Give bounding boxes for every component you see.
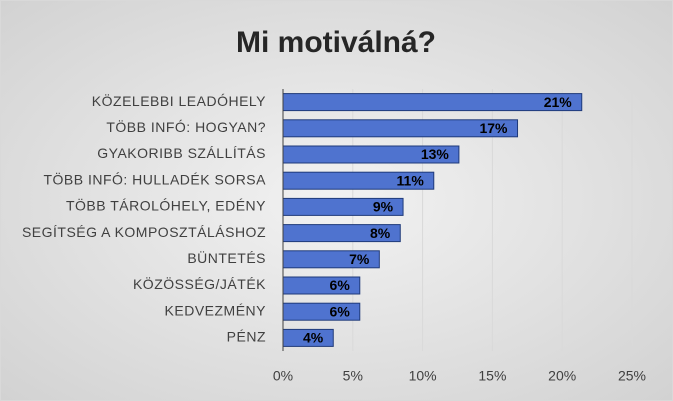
data-label: 8% bbox=[370, 225, 391, 241]
data-label: 17% bbox=[479, 120, 508, 136]
data-label: 21% bbox=[544, 94, 573, 110]
y-tick-label: KÖZÖSSÉG/JÁTÉK bbox=[133, 275, 266, 292]
x-tick-label: 15% bbox=[478, 368, 506, 384]
x-tick-label: 0% bbox=[273, 368, 293, 384]
data-label: 6% bbox=[330, 303, 351, 319]
data-label: 6% bbox=[330, 277, 351, 293]
data-label: 13% bbox=[421, 146, 450, 162]
y-tick-label: BÜNTETÉS bbox=[187, 249, 266, 266]
y-tick-label: TÖBB INFÓ: HULLADÉK SORSA bbox=[43, 170, 266, 187]
x-tick-label: 10% bbox=[409, 368, 437, 384]
y-tick-label: KEDVEZMÉNY bbox=[165, 302, 267, 318]
chart-title: Mi motiválná? bbox=[236, 26, 436, 59]
y-tick-label: TÖBB TÁROLÓHELY, EDÉNY bbox=[66, 197, 266, 214]
x-tick-label: 25% bbox=[618, 368, 646, 384]
y-tick-label: TÖBB INFÓ: HOGYAN? bbox=[106, 118, 266, 135]
y-tick-label: PÉNZ bbox=[227, 329, 266, 345]
data-label: 9% bbox=[373, 199, 394, 215]
y-tick-label: SEGÍTSÉG A KOMPOSZTÁLÁSHOZ bbox=[22, 224, 266, 240]
x-tick-label: 20% bbox=[548, 368, 576, 384]
data-label: 11% bbox=[397, 172, 425, 188]
data-label: 7% bbox=[349, 251, 370, 267]
data-label: 4% bbox=[303, 330, 324, 346]
y-tick-label: KÖZELEBBI LEADÓHELY bbox=[92, 92, 266, 109]
bar bbox=[282, 93, 583, 112]
y-tick-label: GYAKORIBB SZÁLLÍTÁS bbox=[97, 145, 266, 161]
x-tick-label: 5% bbox=[343, 368, 363, 384]
